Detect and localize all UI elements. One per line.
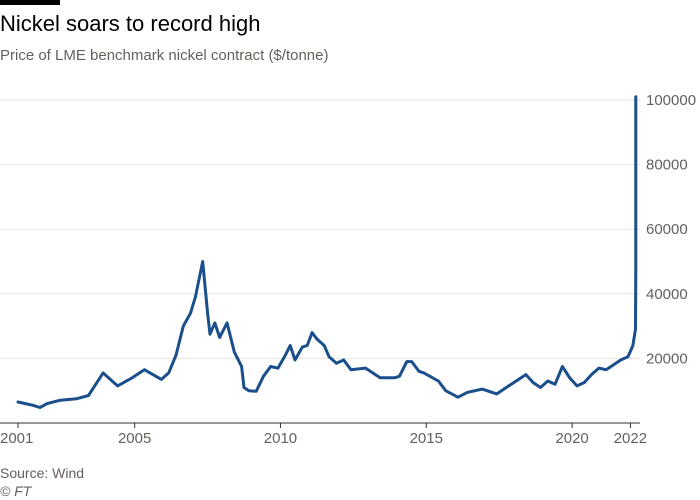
source-note: Source: Wind [0,465,85,481]
chart-subtitle: Price of LME benchmark nickel contract (… [0,47,329,64]
y-tick-label: 40000 [646,286,688,303]
y-tick-label: 80000 [646,157,688,174]
header-accent-bar [0,0,60,5]
x-tick-label: 2001 [0,430,33,447]
chart-title: Nickel soars to record high [0,11,261,36]
copyright-credit: © FT [0,483,32,499]
x-tick-label: 2020 [555,430,588,447]
nickel-price-line [16,95,638,409]
x-tick-label: 2022 [614,430,647,447]
y-tick-label: 100000 [646,92,696,109]
y-tick-label: 20000 [646,350,688,367]
x-tick-label: 2015 [410,430,443,447]
x-tick-label: 2010 [264,430,297,447]
y-tick-label: 60000 [646,221,688,238]
x-tick-label: 2005 [118,430,151,447]
